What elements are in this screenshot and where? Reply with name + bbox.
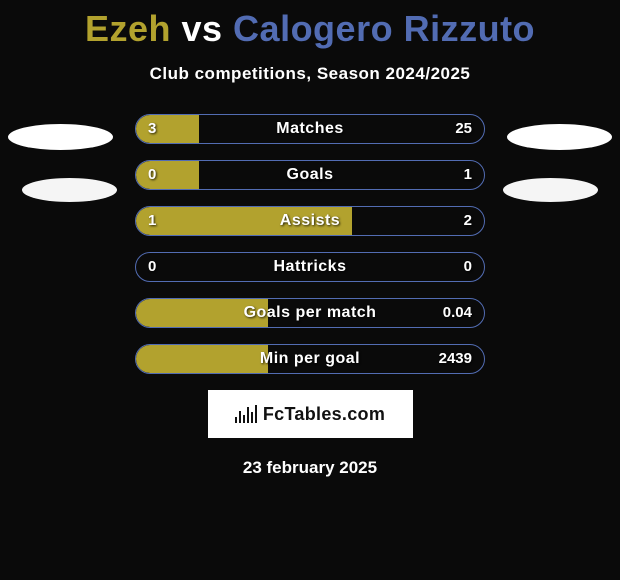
metric-label: Assists xyxy=(136,207,484,235)
page-title: Ezeh vs Calogero Rizzuto xyxy=(0,0,620,50)
subtitle: Club competitions, Season 2024/2025 xyxy=(0,64,620,84)
date-label: 23 february 2025 xyxy=(0,458,620,478)
metric-label: Hattricks xyxy=(136,253,484,281)
logo-icon xyxy=(235,405,257,423)
player2-name: Calogero Rizzuto xyxy=(233,8,535,49)
vs-label: vs xyxy=(181,8,222,49)
avatar-placeholder-right-1 xyxy=(507,124,612,150)
avatar-placeholder-right-2 xyxy=(503,178,598,202)
metric-label: Matches xyxy=(136,115,484,143)
logo-box: FcTables.com xyxy=(208,390,413,438)
metric-row: Min per goal2439 xyxy=(135,344,485,374)
comparison-chart: 3Matches250Goals11Assists20Hattricks0Goa… xyxy=(135,114,485,374)
player1-name: Ezeh xyxy=(85,8,171,49)
metric-value-right: 1 xyxy=(464,161,472,189)
avatar-placeholder-left-2 xyxy=(22,178,117,202)
metric-value-right: 0 xyxy=(464,253,472,281)
metric-value-right: 2 xyxy=(464,207,472,235)
metric-row: Goals per match0.04 xyxy=(135,298,485,328)
metric-label: Goals per match xyxy=(136,299,484,327)
metric-row: 0Goals1 xyxy=(135,160,485,190)
metric-row: 3Matches25 xyxy=(135,114,485,144)
metric-label: Goals xyxy=(136,161,484,189)
avatar-placeholder-left-1 xyxy=(8,124,113,150)
metric-row: 0Hattricks0 xyxy=(135,252,485,282)
metric-label: Min per goal xyxy=(136,345,484,373)
metric-row: 1Assists2 xyxy=(135,206,485,236)
metric-value-right: 0.04 xyxy=(443,299,472,327)
logo-text: FcTables.com xyxy=(263,404,385,425)
metric-value-right: 2439 xyxy=(439,345,472,373)
metric-value-right: 25 xyxy=(455,115,472,143)
